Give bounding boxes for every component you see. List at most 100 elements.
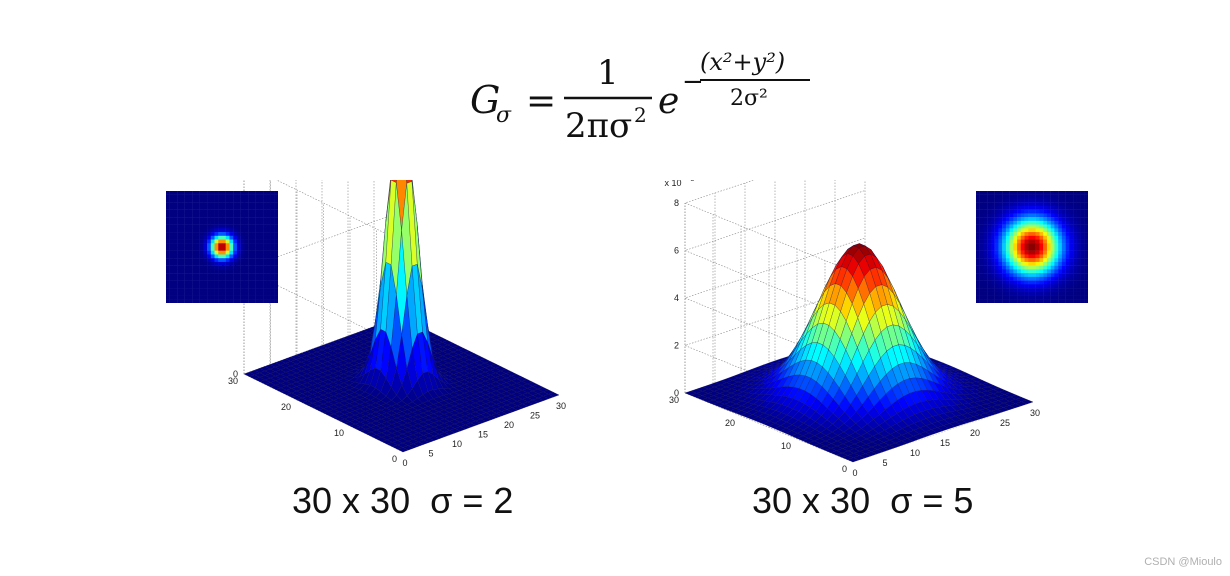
kernel-pixel [1065,235,1070,240]
kernel-pixel [987,254,992,259]
kernel-pixel [1065,191,1070,195]
kernel-pixel [207,220,211,225]
kernel-pixel [1061,276,1066,281]
kernel-pixel [270,228,275,233]
kernel-pixel [1002,299,1007,303]
kernel-pixel [270,250,275,255]
formula-numerator: 1 [597,53,619,93]
kernel-pixel [222,209,226,214]
kernel-pixel [1076,295,1081,300]
kernel-pixel [983,288,988,292]
kernel-pixel [1046,288,1051,292]
kernel-pixel [1024,198,1029,203]
kernel-pixel [1069,261,1074,266]
kernel-pixel [1028,232,1033,236]
kernel-pixel [214,291,219,296]
kernel-pixel [173,254,178,259]
kernel-pixel [1028,291,1033,296]
kernel-pixel [976,243,980,248]
kernel-pixel [188,291,193,296]
kernel-pixel [229,261,234,266]
kernel-pixel [218,258,223,263]
kernel-pixel [1009,235,1014,240]
kernel-pixel [255,250,260,255]
kernel-pixel [1084,224,1088,229]
kernel-pixel [1058,232,1063,236]
kernel-pixel [233,276,238,281]
kernel-pixel [240,232,245,236]
kernel-pixel [222,239,226,244]
kernel-pixel [1039,239,1044,244]
kernel-pixel [979,213,984,218]
kernel-pixel [1020,276,1025,281]
kernel-pixel [251,224,256,229]
kernel-pixel [195,220,200,225]
kernel-pixel [210,239,215,244]
kernel-pixel [210,273,215,278]
kernel-pixel [255,232,260,236]
kernel-pixel [1080,295,1085,300]
kernel-pixel [259,288,264,292]
kernel-pixel [266,217,271,222]
kernel-pixel [263,254,267,259]
kernel-pixel [236,258,241,263]
kernel-pixel [1002,202,1007,207]
kernel-pixel [1035,299,1040,303]
kernel-pixel [979,291,984,296]
kernel-pixel [976,288,980,292]
kernel-pixel [1050,224,1055,229]
kernel-pixel [1065,258,1070,263]
kernel-pixel [1054,232,1059,236]
kernel-pixel [244,276,249,281]
kernel-pixel [1035,261,1040,266]
kernel-pixel [229,288,234,292]
kernel-pixel [1069,291,1074,296]
kernel-pixel [166,232,170,236]
kernel-pixel [173,288,178,292]
kernel-pixel [1073,191,1077,195]
z-scale-exponent: -3 [688,180,694,183]
kernel-pixel [1028,198,1033,203]
kernel-pixel [199,232,204,236]
kernel-pixel [1039,284,1044,289]
kernel-pixel [222,276,226,281]
kernel-pixel [199,220,204,225]
kernel-pixel [225,243,230,248]
kernel-pixel [225,280,230,285]
kernel-pixel [240,265,245,270]
kernel-pixel [990,202,995,207]
kernel-pixel [1002,220,1007,225]
kernel-pixel [994,235,999,240]
kernel-pixel [207,295,211,300]
kernel-pixel [210,194,215,199]
kernel-pixel [199,209,204,214]
kernel-pixel [1084,261,1088,266]
kernel-pixel [1073,235,1077,240]
kernel-pixel [1050,261,1055,266]
kernel-pixel [1076,194,1081,199]
kernel-pixel [1032,217,1036,222]
kernel-pixel [1002,288,1007,292]
kernel-pixel [1080,198,1085,203]
kernel-pixel [218,265,223,270]
kernel-pixel [987,235,992,240]
kernel-pixel [270,202,275,207]
kernel-pixel [233,273,238,278]
kernel-pixel [184,202,189,207]
kernel-pixel [1017,232,1021,236]
kernel-pixel [274,276,278,281]
kernel-pixel [192,273,197,278]
kernel-pixel [1054,291,1059,296]
kernel-pixel [177,273,182,278]
kernel-pixel [1076,224,1081,229]
kernel-pixel [203,269,208,274]
kernel-pixel [270,198,275,203]
kernel-pixel [207,224,211,229]
kernel-pixel [1024,224,1029,229]
kernel-pixel [1043,205,1048,210]
kernel-pixel [1043,291,1048,296]
kernel-pixel [994,299,999,303]
kernel-pixel [1035,205,1040,210]
kernel-pixel [263,217,267,222]
kernel-pixel [1061,217,1066,222]
